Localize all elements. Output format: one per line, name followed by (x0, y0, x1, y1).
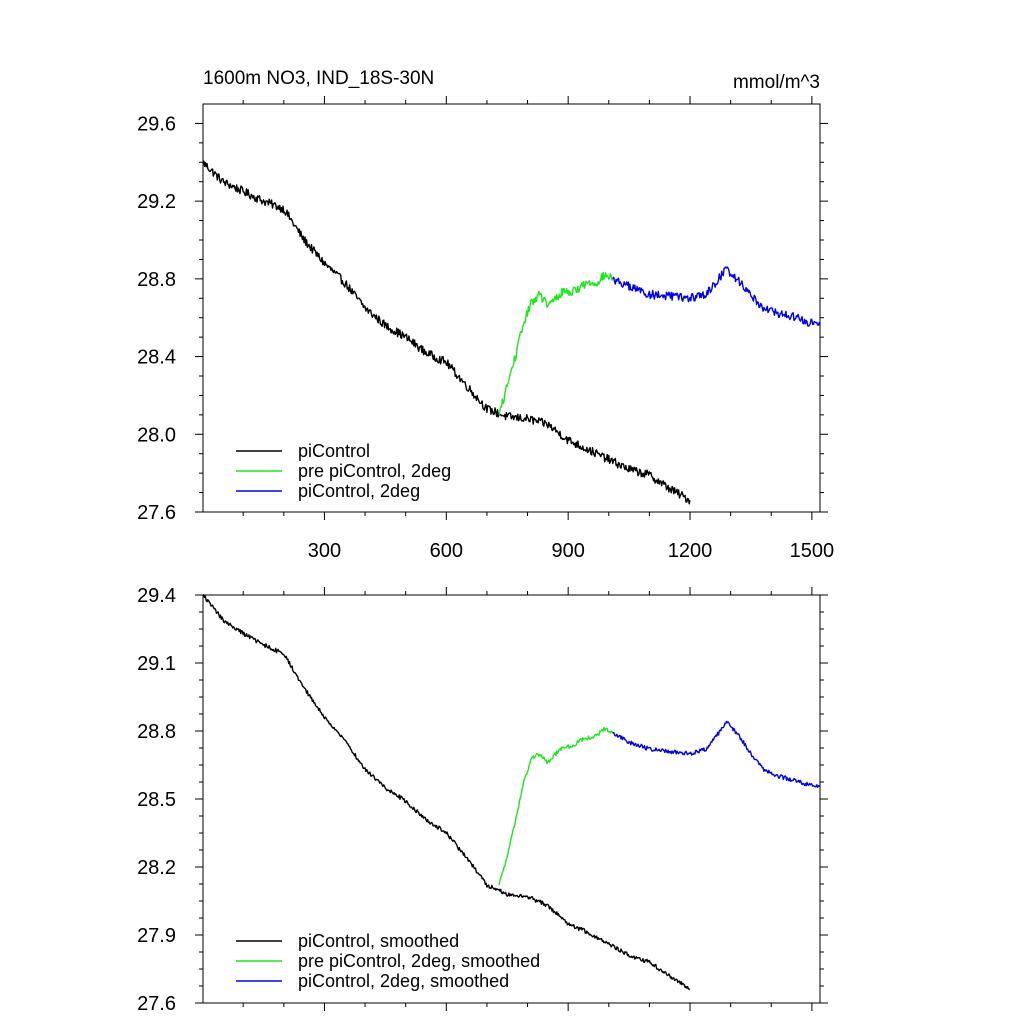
y-tick-label: 28.0 (137, 424, 176, 446)
y-tick-label: 27.6 (137, 993, 176, 1015)
y-tick-label: 29.1 (137, 653, 176, 675)
y-tick-label: 28.2 (137, 857, 176, 879)
x-tick-label: 900 (551, 540, 584, 562)
chart-units: mmol/m^3 (733, 72, 820, 93)
legend-label: pre piControl, 2deg (298, 461, 451, 481)
x-tick-label: 1500 (790, 540, 835, 562)
y-tick-label: 29.2 (137, 191, 176, 213)
plot-frame (202, 594, 821, 1004)
series-line (203, 594, 691, 991)
y-tick-label: 27.6 (137, 502, 176, 524)
series-line (202, 160, 691, 505)
series-line (498, 726, 614, 886)
x-tick-label: 1200 (668, 540, 713, 562)
y-tick-label: 28.4 (137, 347, 176, 369)
series-line (612, 266, 821, 327)
legend-label: pre piControl, 2deg, smoothed (298, 951, 540, 971)
chart-title: 1600m NO3, IND_18S-30N (203, 68, 434, 89)
x-tick-label: 600 (430, 540, 463, 562)
y-tick-label: 28.8 (137, 721, 176, 743)
y-tick-label: 29.6 (137, 113, 176, 135)
series-line (498, 271, 614, 416)
legend-label: piControl, 2deg (298, 481, 420, 501)
y-tick-label: 27.9 (137, 925, 176, 947)
y-tick-label: 28.5 (137, 789, 176, 811)
y-tick-label: 29.4 (137, 585, 176, 607)
x-tick-label: 300 (308, 540, 341, 562)
series-line (612, 720, 821, 789)
plot-frame (202, 103, 821, 513)
y-tick-label: 28.8 (137, 269, 176, 291)
legend-label: piControl, 2deg, smoothed (298, 971, 509, 991)
legend-label: piControl, smoothed (298, 931, 459, 951)
legend-label: piControl (298, 441, 370, 461)
